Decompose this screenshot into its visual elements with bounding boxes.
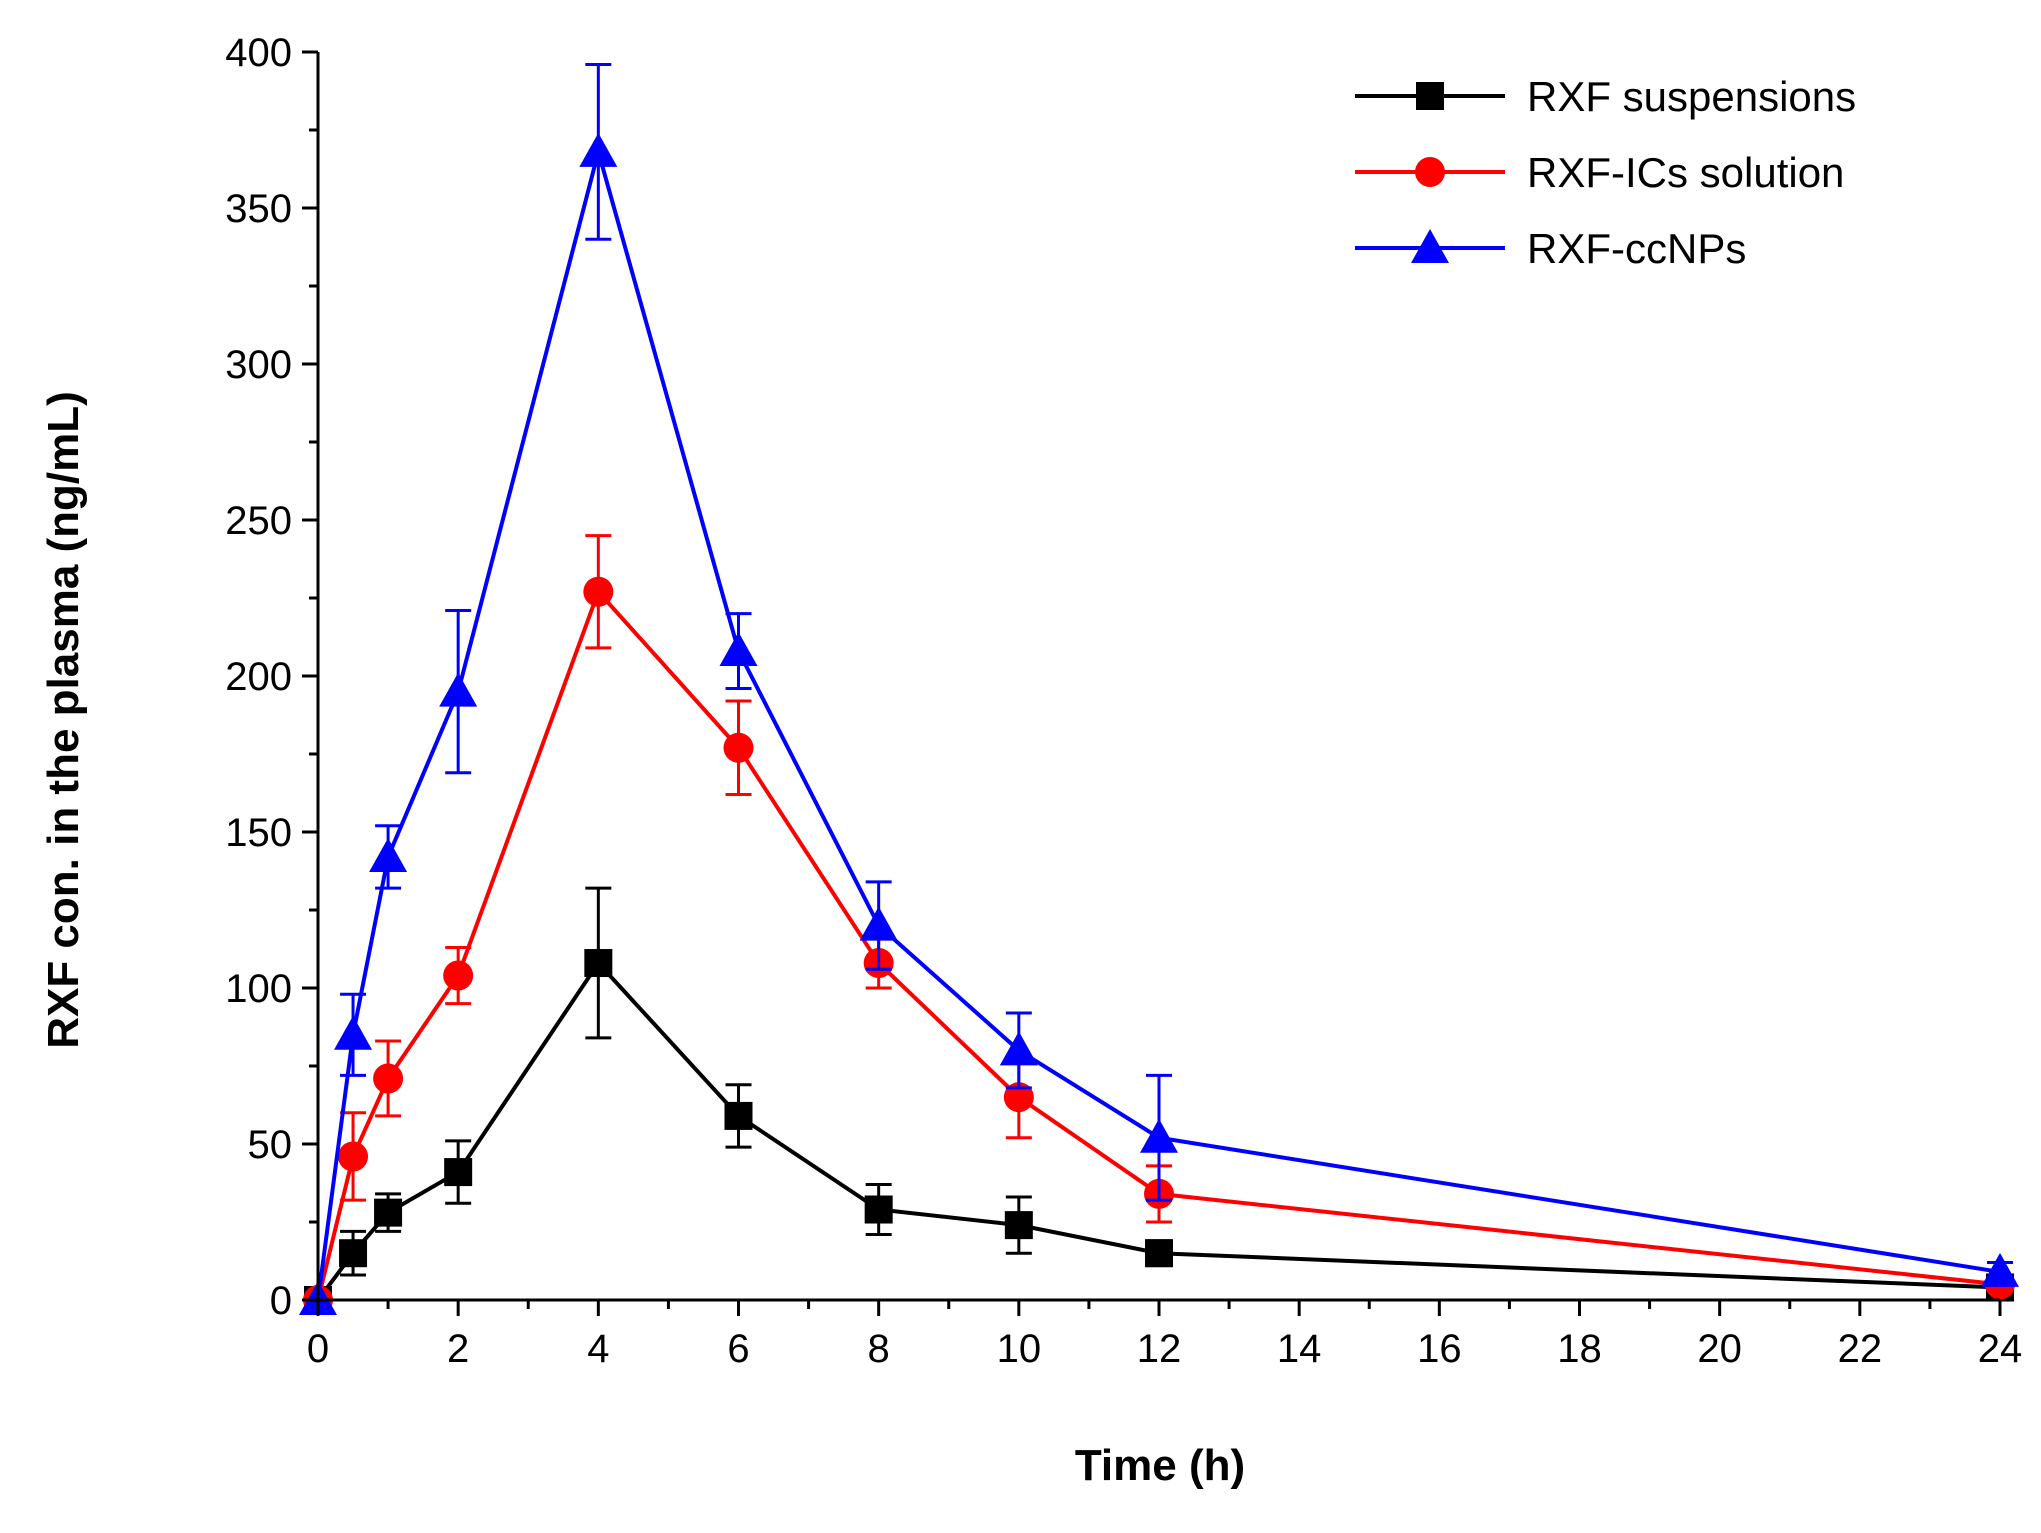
legend-item-1: RXF-ICs solution <box>1355 149 1844 196</box>
y-tick-label: 200 <box>225 655 292 699</box>
data-point <box>369 837 408 872</box>
data-point <box>373 1063 404 1094</box>
y-tick-label: 0 <box>270 1279 292 1323</box>
data-point <box>439 672 478 707</box>
data-point <box>1145 1239 1173 1268</box>
legend-label: RXF-ccNPs <box>1527 225 1746 272</box>
y-tick-label: 300 <box>225 343 292 387</box>
y-tick-label: 400 <box>225 31 292 75</box>
legend-marker <box>1415 157 1445 187</box>
data-point <box>584 949 613 978</box>
x-tick-label: 4 <box>587 1327 609 1371</box>
data-point <box>1003 1082 1034 1113</box>
data-point <box>723 732 754 763</box>
data-point <box>444 1158 473 1187</box>
x-tick-label: 2 <box>447 1327 469 1371</box>
series-layer <box>299 62 2019 1315</box>
legend-marker <box>1411 229 1449 263</box>
series-line <box>316 589 2001 1301</box>
data-point <box>859 906 898 941</box>
legend-marker <box>1416 82 1444 110</box>
data-point <box>1981 1252 2019 1287</box>
y-tick-label: 50 <box>248 1123 293 1167</box>
data-point <box>374 1198 403 1227</box>
data-point <box>338 1141 369 1172</box>
x-axis-title: Time (h) <box>1075 1441 1245 1490</box>
legend-label: RXF-ICs solution <box>1527 149 1844 196</box>
x-tick-label: 0 <box>307 1327 329 1371</box>
data-point <box>864 1195 893 1224</box>
series-2 <box>299 62 2019 1315</box>
data-point <box>1140 1118 1178 1153</box>
x-tick-label: 14 <box>1277 1327 1322 1371</box>
x-tick-label: 20 <box>1697 1327 1742 1371</box>
y-tick-label: 350 <box>225 187 292 231</box>
x-tick-label: 10 <box>997 1327 1042 1371</box>
data-point <box>579 132 618 167</box>
x-tick-label: 24 <box>1978 1327 2023 1371</box>
data-point <box>999 1031 1038 1066</box>
x-tick-label: 22 <box>1838 1327 1883 1371</box>
series-0 <box>304 886 2014 1314</box>
legend: RXF suspensions RXF-ICs solution RXF-ccNPs <box>1355 73 1856 272</box>
data-point <box>339 1239 368 1268</box>
x-tick-label: 16 <box>1417 1327 1462 1371</box>
x-tick-label: 8 <box>868 1327 890 1371</box>
y-tick-label: 250 <box>225 499 292 543</box>
data-point <box>443 960 474 991</box>
data-point <box>724 1101 753 1130</box>
legend-item-0: RXF suspensions <box>1355 73 1856 120</box>
y-tick-label: 150 <box>225 811 292 855</box>
x-tick-label: 12 <box>1137 1327 1182 1371</box>
y-axis-title: RXF con. in the plasma (ng/mL) <box>39 391 88 1049</box>
legend-label: RXF suspensions <box>1527 73 1856 120</box>
series-line <box>316 961 2001 1302</box>
x-tick-label: 6 <box>727 1327 749 1371</box>
data-point <box>719 632 758 667</box>
series-line <box>316 149 2001 1301</box>
axes-layer: 0 2 4 6 8 10 12 14 16 18 20 22 240501001502002503003… <box>225 31 2022 1371</box>
data-point <box>334 1015 373 1050</box>
data-point <box>583 576 614 607</box>
y-tick-label: 100 <box>225 967 292 1011</box>
x-tick-label: 18 <box>1557 1327 1602 1371</box>
legend-item-2: RXF-ccNPs <box>1355 225 1746 272</box>
data-point <box>1004 1211 1033 1240</box>
